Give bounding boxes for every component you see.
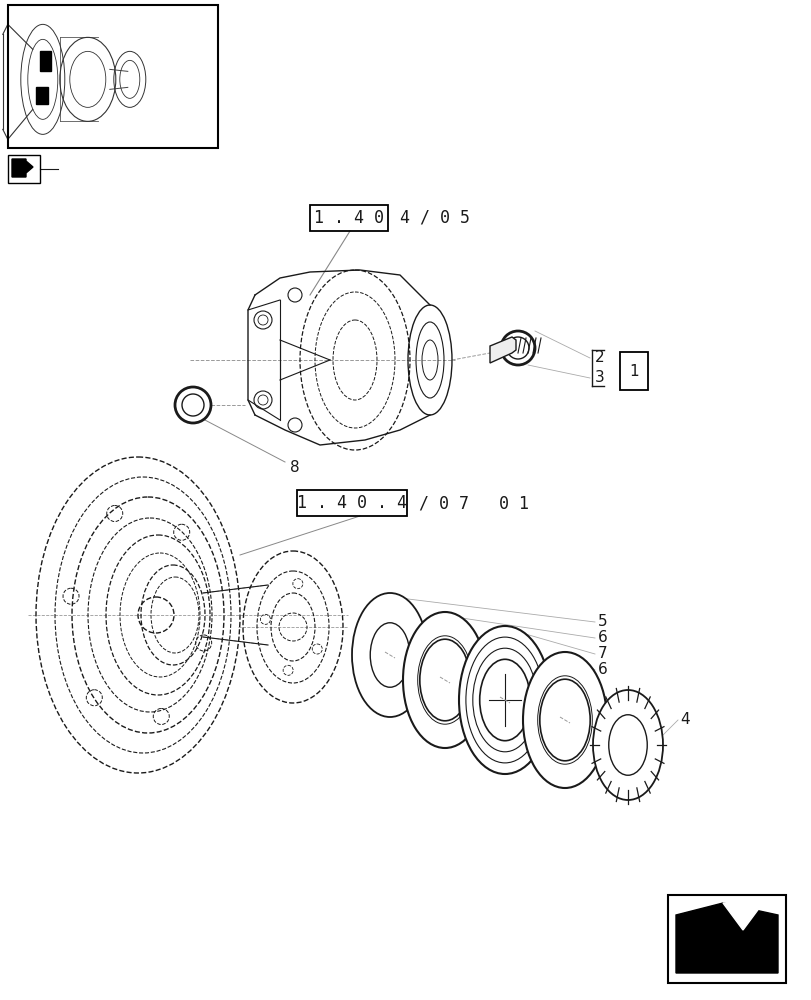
Polygon shape	[676, 903, 777, 973]
Bar	[8, 155, 40, 183]
Ellipse shape	[402, 612, 487, 748]
Polygon shape	[12, 159, 33, 177]
Polygon shape	[489, 337, 515, 363]
Circle shape	[500, 331, 534, 365]
Ellipse shape	[370, 623, 410, 687]
Bar	[620, 352, 647, 390]
Text: 7: 7	[597, 647, 607, 662]
Text: 6: 6	[597, 662, 607, 678]
Ellipse shape	[419, 639, 470, 721]
Bar	[667, 895, 785, 983]
Ellipse shape	[466, 637, 543, 763]
Text: 4 / 0 5: 4 / 0 5	[389, 209, 470, 227]
Text: 1: 1	[629, 363, 638, 378]
Text: 6: 6	[597, 631, 607, 646]
Circle shape	[506, 337, 528, 359]
Polygon shape	[40, 51, 51, 71]
Circle shape	[175, 387, 211, 423]
Ellipse shape	[458, 626, 551, 774]
Bar	[310, 205, 388, 231]
Bar	[8, 5, 217, 148]
Bar	[297, 490, 406, 516]
Ellipse shape	[608, 715, 646, 775]
Text: 1 . 4 0: 1 . 4 0	[314, 209, 384, 227]
Ellipse shape	[479, 659, 530, 741]
Text: 3: 3	[594, 370, 604, 385]
Ellipse shape	[472, 648, 537, 752]
Circle shape	[182, 394, 204, 416]
Text: 1 . 4 0 . 4: 1 . 4 0 . 4	[297, 494, 406, 512]
Ellipse shape	[351, 593, 427, 717]
Polygon shape	[36, 87, 48, 104]
Ellipse shape	[522, 652, 607, 788]
Ellipse shape	[592, 690, 663, 800]
Ellipse shape	[539, 679, 590, 761]
Text: 8: 8	[290, 460, 299, 476]
Text: 2: 2	[594, 351, 604, 365]
Text: 5: 5	[597, 614, 607, 630]
Text: 4: 4	[679, 712, 689, 728]
Text: / 0 7   0 1: / 0 7 0 1	[409, 494, 528, 512]
Polygon shape	[722, 903, 762, 930]
